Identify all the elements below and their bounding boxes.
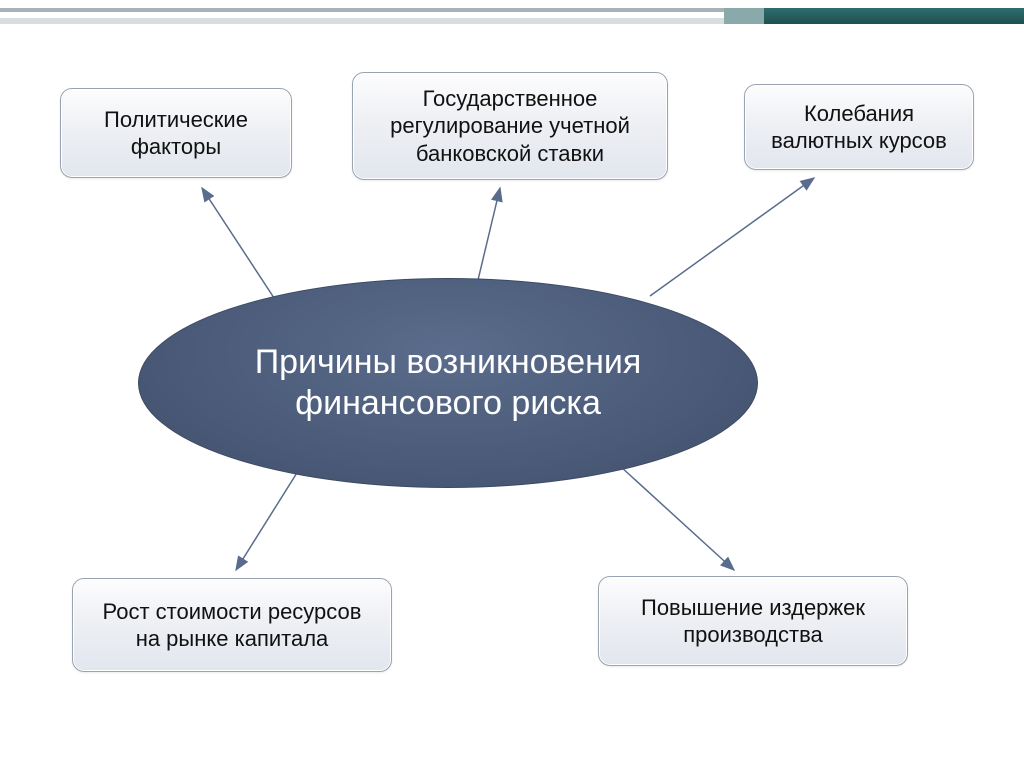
node-resources: Рост стоимости ресурсов на рынке капитал… [72,578,392,672]
node-label: Повышение издержек производства [615,594,891,649]
node-label: Политические факторы [77,106,275,161]
node-label: Рост стоимости ресурсов на рынке капитал… [89,598,375,653]
node-label: Колебания валютных курсов [761,100,957,155]
node-label: Государственное регулирование учетной ба… [369,85,651,168]
node-gov: Государственное регулирование учетной ба… [352,72,668,180]
node-costs: Повышение издержек производства [598,576,908,666]
node-political: Политические факторы [60,88,292,178]
center-topic-text: Причины возникновения финансового риска [179,342,717,424]
slide-top-accent [0,0,1024,28]
center-topic: Причины возникновения финансового риска [138,278,758,488]
node-currency: Колебания валютных курсов [744,84,974,170]
